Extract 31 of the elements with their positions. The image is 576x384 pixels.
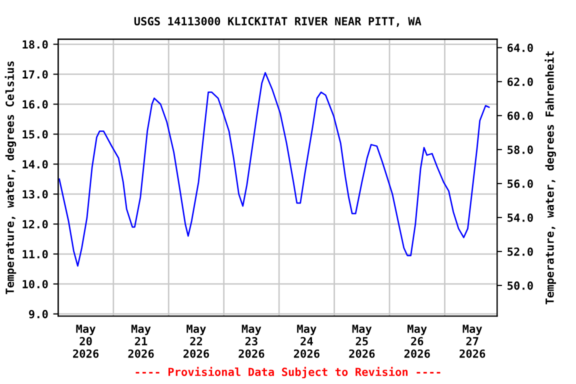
y-tick-label: 14.0 bbox=[22, 160, 48, 168]
text: ---- Provisional Data Subject to Revision ---- bbox=[136, 366, 440, 378]
y2-tick-label: 62.0 bbox=[508, 78, 533, 86]
x-tick-label: May 20 2026 bbox=[73, 324, 99, 358]
x-tick-label: May 26 2026 bbox=[404, 324, 430, 358]
y2-tick-label: 50.0 bbox=[508, 281, 533, 290]
y-tick-label: 17.0 bbox=[22, 70, 48, 79]
y2-tick-label: 52.0 bbox=[508, 247, 533, 256]
y-axis-title: Temperature, water, degrees Celsius bbox=[4, 61, 16, 294]
y2-tick-label: 54.0 bbox=[508, 213, 533, 222]
y-tick-label: 10.0 bbox=[22, 280, 48, 288]
y2-tick-label: 64.0 bbox=[508, 44, 533, 52]
x-tick-label: May 24 2026 bbox=[294, 324, 320, 358]
x-tick-label: May 23 2026 bbox=[238, 324, 264, 358]
y-tick-label: 12.0 bbox=[22, 220, 48, 228]
x-tick-label: May 22 2026 bbox=[183, 324, 210, 358]
y2-tick-label: 56.0 bbox=[508, 180, 533, 188]
y-tick-label: 18.0 bbox=[22, 40, 48, 49]
y2-tick-label: 58.0 bbox=[508, 146, 533, 154]
y2-axis-title: Temperature, water, degrees Fahrenheit bbox=[544, 51, 556, 304]
y2-tick-label: 60.0 bbox=[508, 112, 533, 120]
y-tick-label: 15.0 bbox=[22, 130, 48, 139]
x-tick-label: May 25 2026 bbox=[349, 324, 375, 358]
chart-title: USGS 14113000 KLICKITAT RIVER NEAR PITT, WA bbox=[134, 17, 422, 27]
y-tick-label: 13.0 bbox=[22, 190, 48, 198]
y-tick-label: 9.0 bbox=[28, 310, 48, 318]
x-tick-label: May 21 2026 bbox=[128, 324, 154, 358]
y-tick-label: 16.0 bbox=[22, 100, 48, 109]
y-tick-label: 11.0 bbox=[22, 250, 48, 258]
line-series bbox=[58, 72, 490, 267]
x-tick-label: May 27 2026 bbox=[460, 324, 486, 358]
